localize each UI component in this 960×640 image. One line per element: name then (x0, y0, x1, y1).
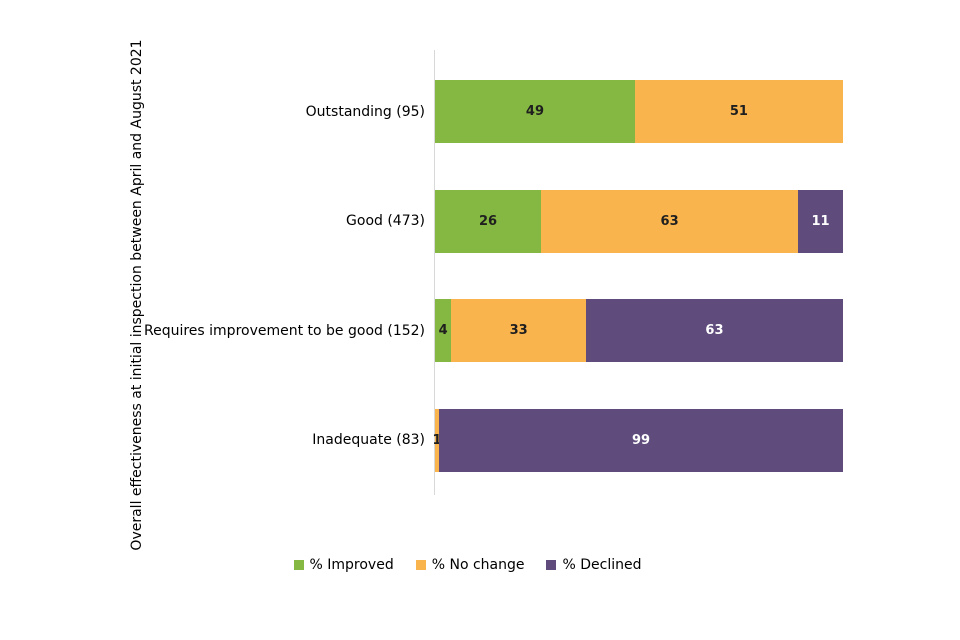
category-label: Requires improvement to be good (152) (143, 322, 425, 339)
stacked-bar: 49 51 (435, 80, 843, 143)
bar-segment: 1 (432, 408, 442, 472)
bar-row: Good (473) 26 63 11 (346, 189, 843, 253)
legend-item: % Improved (293, 557, 394, 573)
bar-value-label: 33 (509, 323, 528, 338)
y-axis-title: Overall effectiveness at initial inspect… (129, 39, 145, 551)
legend-swatch (546, 560, 557, 570)
legend-label: % Improved (309, 557, 394, 573)
bar-value-label: 1 (432, 432, 442, 448)
legend-item: % No change (415, 557, 525, 573)
stacked-bar: 1 99 (432, 408, 843, 472)
category-label: Outstanding (95) (305, 103, 425, 120)
bar-value-label: 63 (705, 323, 724, 338)
bar-segment: 63 (585, 299, 843, 362)
bar-segment: 63 (541, 189, 799, 253)
stacked-bar: 26 63 11 (435, 189, 843, 253)
legend-swatch (293, 560, 304, 570)
legend-label: % Declined (562, 557, 642, 573)
bar-segment: 33 (451, 299, 586, 362)
bar-row: Outstanding (95) 49 51 (306, 80, 843, 143)
bar-segment: 49 (435, 80, 635, 143)
bar-row: Requires improvement to be good (152) 4 33… (144, 299, 843, 362)
legend: % Improved % No change % Declined (0, 557, 935, 573)
category-label: Good (473) (346, 213, 425, 229)
bar-value-label: 63 (660, 213, 679, 229)
legend-label: % No change (431, 557, 525, 573)
bar-value-label: 51 (729, 104, 748, 119)
bar-segment: 26 (435, 189, 542, 253)
stacked-bar: 4 33 63 (435, 299, 843, 362)
y-axis-line (434, 50, 435, 495)
bar-value-label: 99 (631, 432, 651, 448)
bar-segment: 11 (798, 189, 843, 253)
legend-item: % Declined (546, 557, 641, 573)
plot-area: Outstanding (95) 49 51 Good (473) 26 63 11 Requ… (144, 50, 843, 495)
bar-segment: 4 (435, 299, 452, 362)
bar-value-label: 11 (811, 213, 830, 229)
bar-value-label: 4 (438, 323, 448, 338)
bar-value-label: 49 (525, 104, 544, 119)
bar-segment: 51 (634, 80, 843, 143)
bar-value-label: 26 (478, 213, 498, 229)
bar-segment: 99 (439, 408, 843, 472)
category-label: Inadequate (83) (312, 432, 425, 448)
legend-swatch (415, 560, 426, 570)
bar-row: Inadequate (83) 1 99 (312, 408, 843, 472)
